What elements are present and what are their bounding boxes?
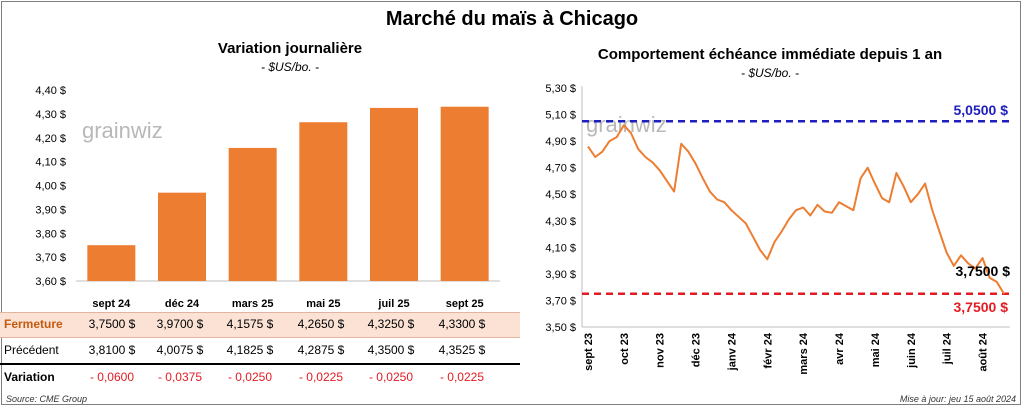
y-tick-label: 4,30 $ [35, 109, 66, 121]
bar [299, 122, 348, 281]
cell-fermeture-4: 4,3250 $ [367, 317, 415, 331]
cell-precedent-3: 4,2875 $ [297, 343, 345, 357]
x-tick-label: déc 24 [165, 298, 200, 310]
y-tick-label: 3,70 $ [545, 295, 576, 307]
y-tick-label: 4,70 $ [545, 163, 576, 175]
cell-precedent-0: 3,8100 $ [88, 343, 136, 357]
watermark-left: grainwiz [82, 118, 163, 143]
row-label-variation: Variation [4, 370, 55, 384]
y-tick-label: 4,30 $ [545, 216, 576, 228]
cell-fermeture-1: 3,9700 $ [156, 317, 204, 331]
bar [440, 106, 489, 282]
x-tick-label: oct 23 [619, 333, 631, 365]
x-tick-label: janv 24 [726, 332, 738, 371]
source-note: Source: CME Group [6, 394, 88, 404]
y-tick-label: 3,50 $ [545, 322, 576, 334]
update-note: Mise à jour: jeu 15 août 2024 [899, 394, 1016, 404]
x-tick-label: juil 25 [377, 298, 409, 310]
x-tick-label: sept 25 [446, 298, 484, 310]
bar [158, 192, 206, 281]
low-reference-label: 3,7500 $ [954, 299, 1009, 315]
row-label-precedent: Précédent [4, 343, 59, 357]
bar [228, 147, 277, 281]
y-tick-label: 3,60 $ [35, 276, 66, 288]
cell-precedent-2: 4,1825 $ [226, 343, 274, 357]
x-tick-label: nov 23 [655, 333, 667, 368]
x-tick-label: juil 24 [942, 332, 954, 365]
right-panel-title: Comportement échéance immédiate depuis 1… [597, 46, 943, 63]
y-tick-label: 4,90 $ [545, 136, 576, 148]
y-tick-label: 4,10 $ [35, 157, 66, 169]
y-tick-label: 4,00 $ [35, 181, 66, 193]
right-panel-unit: - $US/bo. - [740, 66, 800, 80]
y-tick-label: 3,90 $ [545, 269, 576, 281]
cell-variation-1: - 0,0375 [157, 370, 203, 384]
x-tick-label: juin 24 [906, 332, 918, 369]
x-tick-label: févr 24 [762, 332, 774, 368]
cell-fermeture-5: 4,3300 $ [438, 317, 486, 331]
cell-precedent-5: 4,3525 $ [438, 343, 486, 357]
last-value-label: 3,7500 $ [956, 263, 1011, 279]
cell-variation-0: - 0,0600 [89, 370, 135, 384]
table-row-variation: Variation - 0,0600 - 0,0375 - 0,0250 - 0… [0, 366, 520, 390]
x-tick-label: mai 24 [870, 332, 882, 367]
y-tick-label: 4,10 $ [545, 242, 576, 254]
cell-fermeture-2: 4,1575 $ [226, 317, 274, 331]
y-tick-label: 5,30 $ [545, 83, 576, 95]
cell-variation-2: - 0,0250 [227, 370, 273, 384]
table-row-precedent: Précédent 3,8100 $ 4,0075 $ 4,1825 $ 4,2… [0, 339, 520, 365]
x-tick-label: déc 23 [691, 333, 703, 367]
y-tick-label: 4,20 $ [35, 133, 66, 145]
watermark-right: grainwiz [586, 112, 667, 137]
x-tick-label: mai 25 [306, 298, 340, 310]
bar-chart: grainwiz 3,60 $ 3,70 $ 3,80 $ 3,90 $ 4,00 $ 4… [35, 85, 500, 310]
x-tick-label: sept 24 [92, 298, 131, 310]
cell-fermeture-0: 3,7500 $ [88, 317, 136, 331]
line-chart: grainwiz 3,50 $ 3,70 $ 3,90 $ 4,10 $ 4,30 $ 4… [545, 83, 1011, 375]
y-tick-label: 4,40 $ [35, 85, 66, 97]
high-reference-label: 5,0500 $ [954, 102, 1009, 118]
table-row-fermeture: Fermeture 3,7500 $ 3,9700 $ 4,1575 $ 4,2… [0, 312, 520, 338]
cell-precedent-4: 4,3500 $ [367, 343, 415, 357]
y-tick-label: 4,50 $ [545, 189, 576, 201]
x-tick-label: mars 25 [232, 298, 274, 310]
y-tick-label: 3,70 $ [35, 252, 66, 264]
x-tick-label: mars 24 [798, 332, 810, 374]
cell-fermeture-3: 4,2650 $ [297, 317, 345, 331]
y-tick-label: 5,10 $ [545, 110, 576, 122]
y-tick-label: 3,90 $ [35, 204, 66, 216]
y-tick-label: 3,80 $ [35, 228, 66, 240]
price-series-line [587, 124, 1005, 295]
cell-variation-3: - 0,0225 [298, 370, 344, 384]
left-panel-unit: - $US/bo. - [260, 60, 320, 74]
cell-precedent-1: 4,0075 $ [156, 343, 204, 357]
x-tick-label: avr 24 [834, 332, 846, 365]
x-tick-label: sept 23 [583, 333, 595, 371]
main-title: Marché du maïs à Chicago [385, 8, 639, 30]
row-label-fermeture: Fermeture [4, 317, 63, 331]
left-panel-title: Variation journalière [217, 40, 363, 57]
cell-variation-4: - 0,0250 [368, 370, 414, 384]
bar [370, 107, 418, 281]
x-tick-label: août 24 [977, 332, 989, 371]
cell-variation-5: - 0,0225 [439, 370, 485, 384]
bar [87, 245, 136, 281]
